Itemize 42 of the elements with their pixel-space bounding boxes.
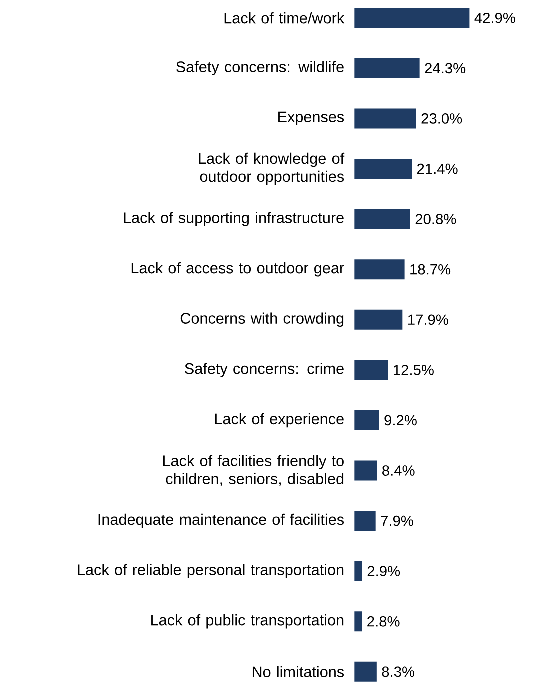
data-label: 8.4% bbox=[382, 466, 415, 476]
data-label: 42.9% bbox=[474, 12, 516, 24]
bar bbox=[354, 511, 376, 532]
bar bbox=[354, 310, 403, 330]
y-tick-label: No limitations bbox=[252, 666, 344, 678]
data-label: 23.0% bbox=[422, 114, 462, 124]
data-label: 18.7% bbox=[410, 264, 451, 275]
y-tick-label: Lack of access to outdoor gear bbox=[132, 262, 344, 277]
bar bbox=[354, 561, 362, 582]
data-label: 9.2% bbox=[384, 415, 417, 426]
bar bbox=[354, 58, 420, 78]
data-label: 17.9% bbox=[408, 314, 448, 326]
y-tick-label: Safety concerns: crime bbox=[185, 363, 344, 378]
data-label: 2.9% bbox=[368, 566, 400, 577]
bar bbox=[354, 612, 362, 632]
data-label: 12.5% bbox=[394, 364, 434, 376]
y-tick-label: Safety concerns: wildlife bbox=[176, 61, 344, 76]
y-tick-label: Lack of time/work bbox=[224, 12, 345, 24]
data-label: 20.8% bbox=[416, 214, 456, 224]
y-tick-label: Inadequate maintenance of facilities bbox=[98, 514, 344, 528]
y-tick-label: Lack of knowledge of outdoor opportunities bbox=[199, 152, 345, 186]
y-tick-label: Lack of supporting infrastructure bbox=[124, 212, 344, 226]
bar bbox=[354, 8, 470, 28]
bar bbox=[354, 360, 388, 380]
y-tick-label: Lack of facilities friendly to children, seniors, disabled bbox=[164, 455, 344, 486]
bar bbox=[354, 158, 412, 179]
data-label: 24.3% bbox=[425, 63, 466, 74]
y-tick-label: Concerns with crowding bbox=[180, 312, 344, 328]
bar bbox=[354, 460, 378, 481]
bar bbox=[354, 410, 380, 430]
y-tick-label: Lack of experience bbox=[215, 413, 344, 428]
data-label: 21.4% bbox=[417, 164, 458, 174]
bar bbox=[354, 209, 410, 230]
data-label: 7.9% bbox=[381, 516, 414, 526]
data-label: 2.8% bbox=[368, 616, 400, 627]
y-tick-label: Lack of public transportation bbox=[152, 614, 344, 629]
bar bbox=[354, 662, 377, 682]
bar bbox=[354, 260, 405, 280]
y-tick-label: Expenses bbox=[278, 112, 344, 126]
y-tick-label: Lack of reliable personal transportation bbox=[78, 564, 344, 578]
data-label: 8.3% bbox=[382, 666, 415, 678]
bar bbox=[354, 108, 416, 129]
